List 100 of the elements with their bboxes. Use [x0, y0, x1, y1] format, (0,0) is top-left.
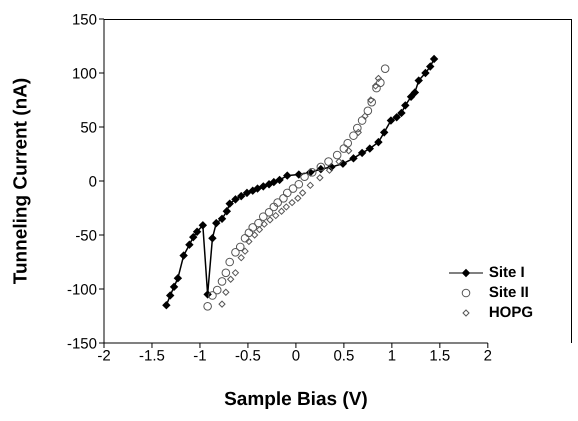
- y-axis-title: Tunneling Current (nA): [10, 78, 32, 284]
- point: [166, 291, 174, 300]
- point: [266, 216, 274, 224]
- point: [251, 232, 258, 238]
- point: [174, 274, 182, 282]
- point: [248, 223, 258, 232]
- point: [294, 180, 304, 189]
- point: [212, 219, 220, 228]
- legend-label: HOPG: [488, 303, 533, 323]
- x-tick-label: -0.5: [235, 348, 261, 365]
- point: [343, 138, 352, 148]
- point: [349, 131, 358, 140]
- point: [170, 282, 178, 291]
- point: [392, 113, 401, 122]
- point: [426, 62, 434, 71]
- point: [340, 144, 348, 153]
- point: [203, 302, 212, 311]
- x-tick-label: -1.5: [139, 348, 165, 365]
- point: [218, 214, 226, 223]
- x-tick-label: 2: [484, 348, 492, 365]
- point: [185, 240, 194, 249]
- point: [218, 300, 226, 308]
- point: [349, 154, 358, 162]
- point: [300, 172, 309, 181]
- point: [270, 178, 278, 186]
- point: [258, 212, 268, 221]
- point: [193, 228, 202, 236]
- point: [231, 195, 240, 204]
- point: [401, 101, 410, 110]
- point: [386, 116, 395, 125]
- point: [397, 108, 406, 117]
- legend-label: Site I: [488, 263, 525, 283]
- y-tick-label: 50: [80, 119, 97, 136]
- x-tick-label: 0: [292, 348, 300, 365]
- point: [283, 172, 292, 180]
- x-tick-label: 0.5: [333, 348, 354, 365]
- point: [361, 112, 368, 120]
- point: [354, 128, 362, 136]
- point: [372, 82, 380, 90]
- point: [306, 182, 314, 189]
- point: [316, 174, 324, 182]
- point: [244, 228, 254, 238]
- point: [232, 269, 239, 276]
- point: [380, 128, 388, 136]
- point: [410, 88, 419, 96]
- point: [372, 84, 381, 92]
- point: [222, 288, 230, 296]
- point: [336, 158, 343, 166]
- point: [180, 252, 188, 260]
- y-tick-label: 150: [72, 11, 97, 28]
- point: [376, 78, 385, 88]
- point: [227, 276, 234, 283]
- legend-label: Site II: [488, 283, 529, 303]
- y-tick-label: 0: [88, 173, 97, 190]
- point: [256, 226, 263, 234]
- point: [240, 234, 250, 243]
- x-axis-title: Sample Bias (V): [224, 389, 368, 410]
- y-tick-label: -150: [66, 335, 97, 352]
- point: [212, 286, 222, 294]
- point: [282, 188, 292, 198]
- point: [162, 301, 170, 310]
- point: [231, 248, 240, 257]
- point: [407, 92, 416, 101]
- point: [308, 168, 317, 177]
- point: [259, 182, 268, 190]
- y-tick-label: -100: [66, 281, 97, 298]
- point: [222, 207, 231, 216]
- point: [324, 157, 333, 166]
- point: [198, 221, 207, 230]
- point: [421, 69, 430, 77]
- point: [364, 106, 372, 116]
- point: [218, 277, 226, 286]
- point: [380, 64, 390, 73]
- point: [294, 194, 302, 202]
- point: [208, 291, 217, 300]
- point: [278, 208, 286, 215]
- point: [222, 268, 230, 278]
- point: [260, 220, 268, 228]
- point: [358, 148, 366, 157]
- point: [414, 76, 423, 85]
- point: [353, 124, 362, 132]
- point: [282, 203, 290, 210]
- point: [276, 176, 284, 184]
- point: [332, 150, 342, 160]
- x-tick-label: -2: [97, 348, 111, 365]
- point: [242, 248, 249, 255]
- point: [237, 192, 246, 200]
- point: [238, 254, 245, 262]
- point: [367, 96, 374, 104]
- point: [345, 147, 352, 154]
- point: [367, 98, 376, 106]
- point: [208, 234, 216, 242]
- point: [430, 54, 438, 63]
- point: [299, 189, 306, 196]
- x-tick-label: -1: [193, 348, 207, 365]
- x-tick-label: 1.5: [429, 348, 450, 365]
- point: [326, 166, 333, 174]
- point: [225, 258, 234, 266]
- point: [288, 184, 298, 193]
- point: [226, 200, 234, 208]
